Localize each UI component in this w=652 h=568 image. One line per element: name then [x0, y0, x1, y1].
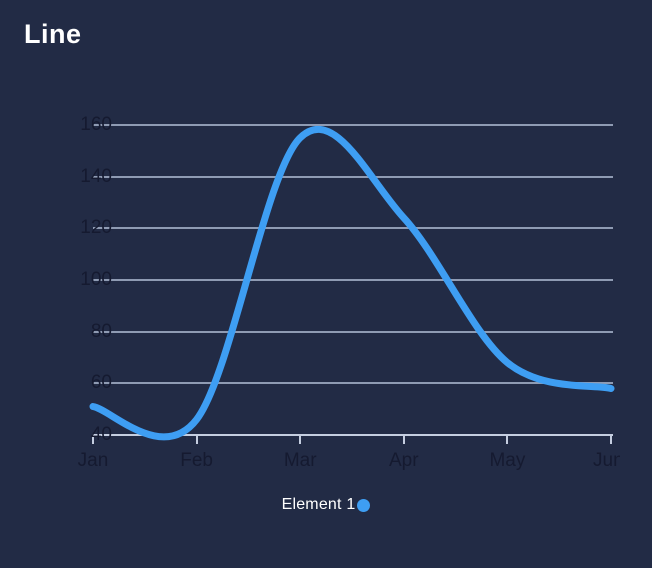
x-axis-tick-label: Jan [77, 450, 109, 471]
x-axis-tick-label: Feb [180, 450, 213, 471]
y-axis-tick-label: 60 [90, 372, 112, 394]
y-axis-tick-label: 100 [80, 268, 112, 290]
gridline-y-100 [93, 278, 613, 281]
x-axis-tick-label: Apr [389, 450, 419, 471]
y-axis-tick-label: 40 [90, 424, 112, 445]
gridline-y-120 [93, 227, 613, 230]
gridline-y-80 [93, 330, 613, 333]
x-axis-tick-label: Mar [283, 450, 317, 471]
x-axis-tick [610, 435, 612, 444]
y-axis-tick-label: 120 [80, 217, 112, 239]
legend: Element 1 [0, 496, 652, 514]
x-axis-tick [195, 435, 198, 444]
y-axis-tick-label: 80 [90, 320, 112, 342]
gridline-y-60 [93, 382, 613, 385]
gridline-y-140 [93, 175, 613, 178]
chart-title: Line [24, 19, 82, 49]
x-axis-tick-label: May [489, 450, 526, 471]
x-axis-tick [402, 435, 405, 444]
legend-marker-dot [357, 498, 371, 512]
x-axis-tick-label: Jun [593, 450, 620, 471]
gridline-y-160 [93, 123, 613, 126]
legend-label: Element 1 [281, 496, 356, 513]
y-axis-tick-label: 140 [80, 165, 112, 187]
x-axis-line [92, 434, 613, 436]
x-axis-tick [506, 435, 509, 444]
x-axis-tick [299, 435, 302, 444]
y-axis-tick-label: 160 [80, 113, 112, 135]
